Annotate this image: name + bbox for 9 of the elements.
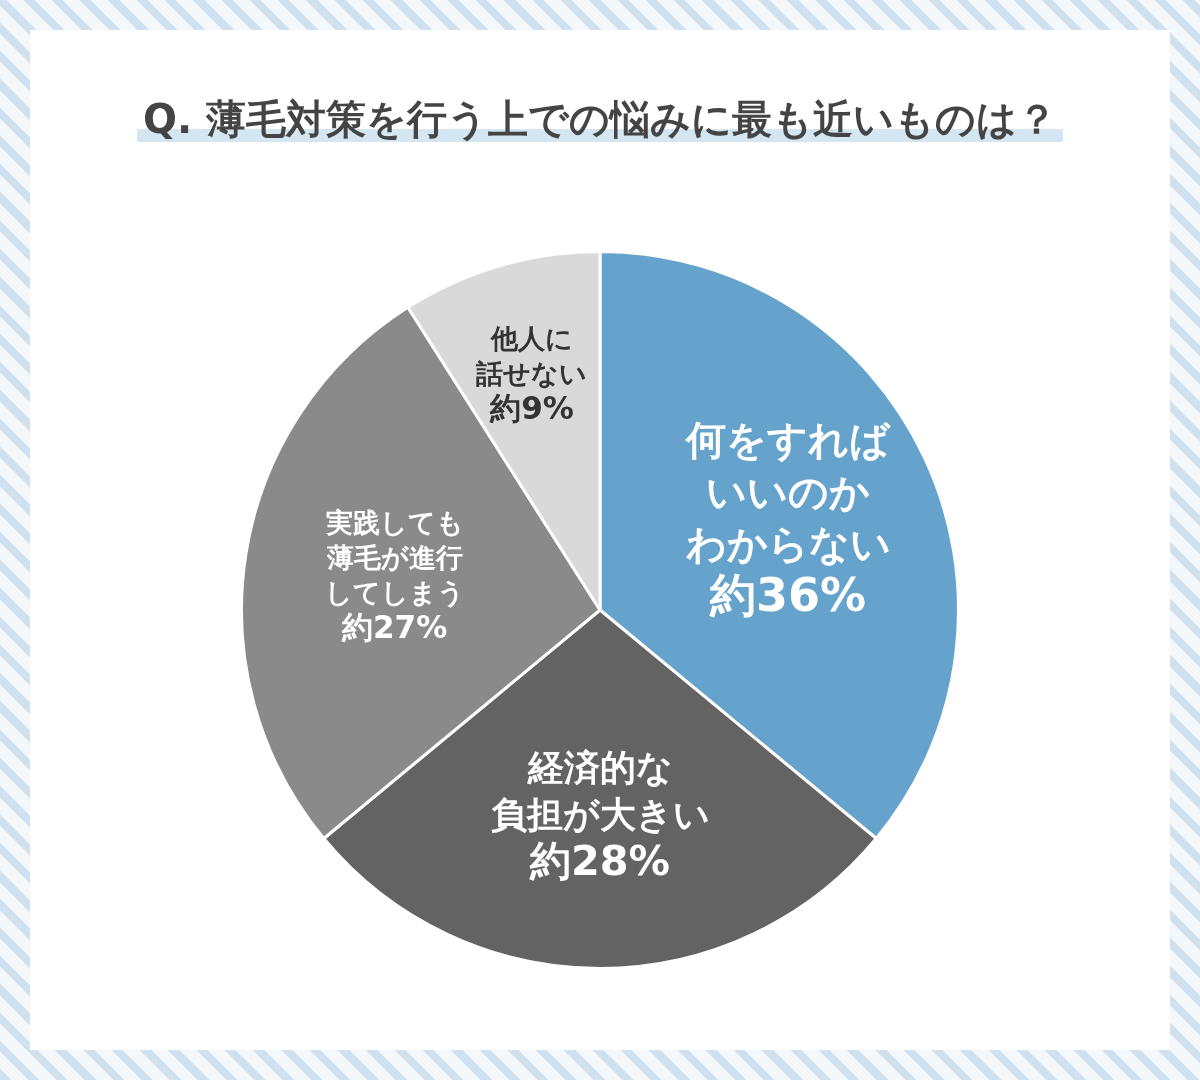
data-label: 約9% — [489, 390, 574, 427]
data-label: 約27% — [340, 609, 448, 646]
chart-title: Q. 薄毛対策を行う上での悩みに最も近いものは？ — [136, 96, 1064, 142]
data-label: 約28% — [528, 837, 671, 886]
slice-label: 経済的な負担が大きい — [490, 747, 710, 836]
data-label: 約36% — [709, 568, 867, 623]
slice-label: 実践しても薄毛が進行してしまう — [324, 506, 465, 609]
slice-label: 他人に話せない — [475, 322, 588, 389]
slice-label: 何をすればいいのかわからない — [684, 416, 892, 567]
